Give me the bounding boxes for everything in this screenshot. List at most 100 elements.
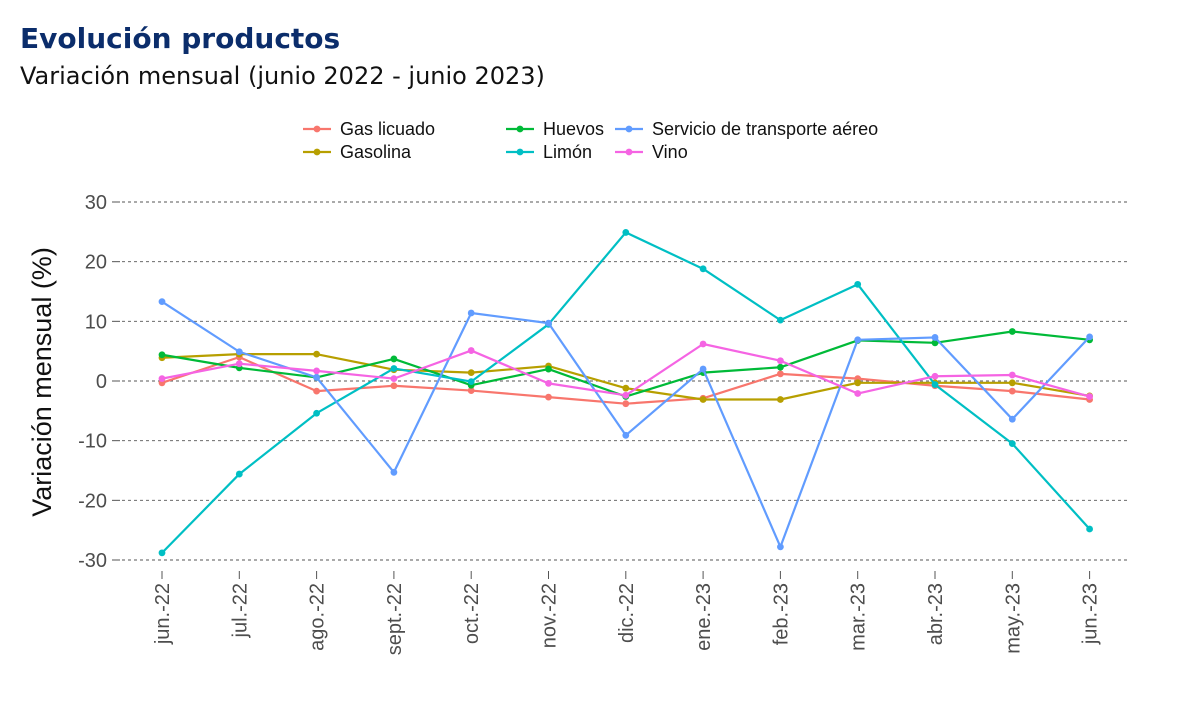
x-tick-label: jul.-22 <box>229 583 251 638</box>
data-point <box>313 409 320 417</box>
series-line <box>158 298 1093 551</box>
data-point <box>1008 328 1016 335</box>
legend-item: Servicio de transporte aéreo <box>615 119 878 139</box>
data-point <box>854 379 862 387</box>
legend-swatch-dot <box>625 125 633 133</box>
data-point <box>313 367 320 375</box>
data-point <box>854 390 862 397</box>
x-tick-label: sept.-22 <box>384 583 406 655</box>
x-tick-label: ene.-23 <box>693 583 715 651</box>
data-point <box>235 360 243 368</box>
data-point <box>1086 393 1093 400</box>
data-point <box>931 339 939 347</box>
data-point <box>931 372 939 380</box>
legend-swatch-dot <box>516 125 524 133</box>
legend-label: Gas licuado <box>340 119 435 139</box>
data-point <box>1008 387 1016 395</box>
data-point <box>699 396 707 403</box>
chart-subtitle: Variación mensual (junio 2022 - junio 20… <box>20 62 545 90</box>
data-point <box>622 391 630 399</box>
data-point <box>467 347 475 354</box>
data-point <box>699 340 707 348</box>
legend-label: Huevos <box>543 119 604 139</box>
y-tick-label: 20 <box>85 252 107 274</box>
data-point <box>699 265 707 273</box>
series-line <box>158 340 1093 400</box>
data-point <box>158 298 166 306</box>
data-point <box>158 375 166 383</box>
y-tick-label: -30 <box>78 550 107 572</box>
x-tick-label: nov.-22 <box>539 583 561 648</box>
legend-label: Gasolina <box>340 142 412 162</box>
data-point <box>545 365 552 373</box>
x-tick-label: feb.-23 <box>770 583 792 645</box>
legend-item: Limón <box>506 142 592 162</box>
legend-swatch-dot <box>313 125 321 133</box>
x-tick-label: oct.-22 <box>461 583 483 644</box>
y-tick-label: -20 <box>78 490 107 512</box>
data-point <box>777 363 784 371</box>
data-point <box>622 229 630 236</box>
legend-swatch-dot <box>313 148 321 156</box>
chart-title: Evolución productos <box>20 22 341 55</box>
data-point <box>622 400 630 408</box>
data-point <box>467 378 475 385</box>
data-point <box>1008 415 1016 423</box>
data-point <box>545 379 552 387</box>
legend-item: Gasolina <box>303 142 412 162</box>
data-point <box>1008 371 1016 379</box>
data-point <box>622 384 630 392</box>
x-tick-label: may.-23 <box>1002 583 1024 654</box>
legend-item: Vino <box>615 142 688 162</box>
legend-label: Vino <box>652 142 688 162</box>
data-point <box>931 381 939 388</box>
y-tick-label: -10 <box>78 431 107 453</box>
y-axis-title: Variación mensual (%) <box>27 247 57 517</box>
data-point <box>777 396 784 403</box>
legend-label: Limón <box>543 142 592 162</box>
data-point <box>1008 440 1016 448</box>
data-point <box>1086 525 1093 533</box>
x-axis: jun.-22 jul.-22 ago.-22 sept.-22 oct.-22 nov.… <box>152 571 1102 655</box>
legend-swatch-dot <box>625 148 633 156</box>
legend-swatch-dot <box>516 148 524 156</box>
data-point <box>390 375 398 383</box>
x-tick-label: jun.-22 <box>152 583 174 645</box>
data-point <box>313 374 320 381</box>
data-point <box>777 543 784 551</box>
y-tick-label: 30 <box>85 192 107 214</box>
x-tick-label: jun.-23 <box>1080 583 1102 645</box>
data-point <box>545 319 552 327</box>
data-point <box>235 470 243 478</box>
x-tick-label: abr.-23 <box>925 583 947 645</box>
y-axis: 30 20 10 0 -10 -20 -30 <box>78 192 120 572</box>
data-point <box>699 365 707 373</box>
legend-item: Huevos <box>506 119 604 139</box>
data-point <box>467 309 475 317</box>
data-point <box>390 355 398 363</box>
data-point <box>931 334 939 341</box>
legend-label: Servicio de transporte aéreo <box>652 119 878 139</box>
legend-item: Gas licuado <box>303 119 435 139</box>
data-point <box>390 382 398 390</box>
data-point <box>467 369 475 377</box>
data-point <box>158 549 166 557</box>
y-tick-label: 0 <box>96 371 107 393</box>
data-point <box>158 351 166 359</box>
data-point <box>467 387 475 394</box>
data-point <box>390 468 398 476</box>
data-point <box>390 365 398 372</box>
data-point <box>1086 333 1093 341</box>
data-point <box>854 336 862 344</box>
data-point <box>313 350 320 358</box>
data-point <box>1008 379 1016 387</box>
data-point <box>235 348 243 356</box>
legend: Gas licuado Huevos Servicio de transporte … <box>303 119 878 162</box>
data-point <box>777 370 784 378</box>
y-tick-label: 10 <box>85 311 107 333</box>
series-layer <box>158 229 1093 557</box>
data-point <box>545 393 552 401</box>
x-tick-label: dic.-22 <box>616 583 638 643</box>
data-point <box>777 357 784 365</box>
